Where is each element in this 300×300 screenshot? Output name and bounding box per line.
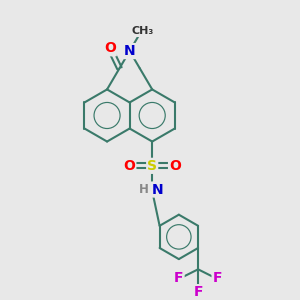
Text: F: F xyxy=(174,271,184,285)
Text: S: S xyxy=(147,159,157,173)
Text: O: O xyxy=(104,41,116,55)
Text: F: F xyxy=(193,285,203,299)
Text: CH₃: CH₃ xyxy=(132,26,154,36)
Text: N: N xyxy=(124,44,135,58)
Text: O: O xyxy=(169,159,181,173)
Text: N: N xyxy=(152,182,163,197)
Text: H: H xyxy=(139,183,149,196)
Text: O: O xyxy=(124,159,135,173)
Text: F: F xyxy=(213,271,222,285)
